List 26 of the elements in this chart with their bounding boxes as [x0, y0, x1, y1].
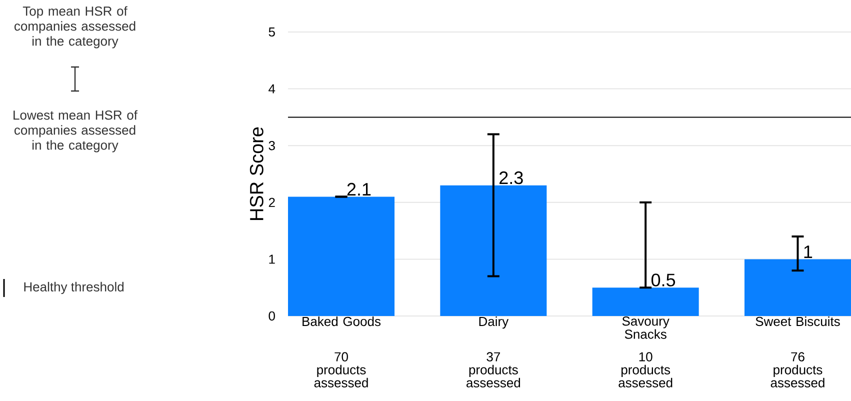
legend-label: Healthy threshold — [24, 282, 124, 294]
x-tick-label: Baked Goods — [302, 316, 381, 326]
text: 10 products assessed — [618, 352, 672, 388]
text: 76 products assessed — [770, 352, 824, 388]
text: Lowest mean HSR of companies assessed in the category — [14, 110, 138, 152]
y-tick-label: 4 — [268, 84, 276, 94]
data-label: 2.3 — [500, 171, 523, 184]
data-label: 2.1 — [347, 182, 371, 196]
text: Top mean HSR of companies assessed in the category — [14, 6, 136, 48]
y-tick-label: 3 — [268, 140, 275, 150]
y-tick-label: 1 — [269, 254, 275, 264]
bar — [440, 185, 547, 316]
x-tick-label: Savoury Snacks — [622, 316, 670, 339]
y-tick-label: 2 — [268, 198, 275, 207]
data-label: 1 — [804, 246, 812, 258]
y-tick-label: 5 — [268, 27, 275, 37]
bar — [592, 288, 699, 316]
x-tick-label: Dairy — [479, 316, 509, 329]
y-tick-label: 0 — [268, 311, 275, 321]
x-tick-label: Sweet Biscuits — [756, 316, 840, 326]
data-label: 0.5 — [651, 274, 676, 286]
bar — [288, 196, 395, 316]
text: 70 products assessed — [314, 352, 368, 388]
bar — [744, 259, 851, 316]
y-axis-title: HSR Score — [250, 127, 264, 220]
text: 37 products assessed — [466, 352, 520, 388]
